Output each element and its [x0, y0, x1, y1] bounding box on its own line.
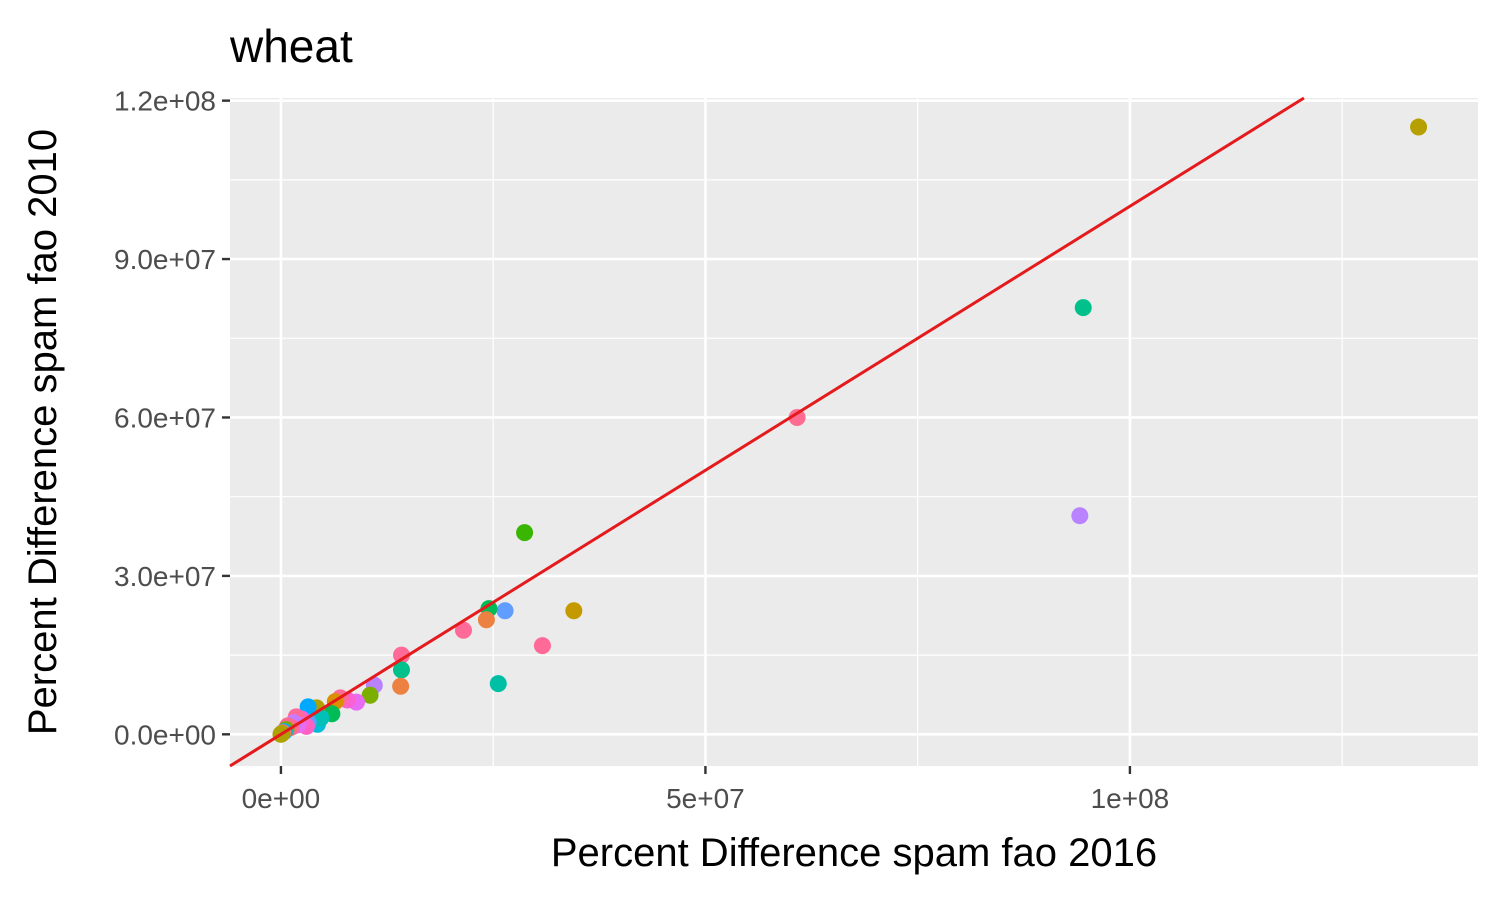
- x-axis-title: Percent Difference spam fao 2016: [551, 831, 1157, 875]
- data-point: [392, 677, 410, 695]
- data-point: [496, 602, 514, 620]
- data-point: [361, 686, 379, 704]
- y-tick-label: 6.0e+07: [114, 402, 216, 433]
- x-tick-label: 1e+08: [1091, 783, 1170, 814]
- plot-panel: [230, 98, 1478, 766]
- data-point: [1071, 507, 1089, 525]
- reference-line: [229, 96, 1305, 768]
- y-axis-title: Percent Difference spam fao 2010: [21, 129, 65, 735]
- major-gridlines: [230, 98, 1478, 766]
- data-point: [533, 637, 551, 655]
- data-point: [1074, 299, 1092, 317]
- data-point: [565, 602, 583, 620]
- minor-gridlines: [230, 98, 1478, 766]
- y-axis-ticks: 0.0e+00 3.0e+07 6.0e+07 9.0e+07 1.2e+08: [114, 86, 230, 750]
- y-tick-label: 1.2e+08: [114, 86, 216, 117]
- data-point: [477, 611, 495, 629]
- y-tick-label: 9.0e+07: [114, 244, 216, 275]
- data-point: [489, 675, 507, 693]
- x-tick-label: 5e+07: [666, 783, 745, 814]
- y-tick-label: 3.0e+07: [114, 561, 216, 592]
- data-point: [392, 661, 410, 679]
- data-point: [1410, 118, 1428, 136]
- y-tick-label: 0.0e+00: [114, 719, 216, 750]
- data-point: [454, 621, 472, 639]
- x-tick-label: 0e+00: [242, 783, 321, 814]
- data-point: [392, 646, 410, 664]
- x-axis-ticks: 0e+00 5e+07 1e+08: [242, 766, 1170, 814]
- chart-title: wheat: [229, 20, 353, 72]
- data-point: [516, 524, 534, 542]
- data-point: [788, 408, 806, 426]
